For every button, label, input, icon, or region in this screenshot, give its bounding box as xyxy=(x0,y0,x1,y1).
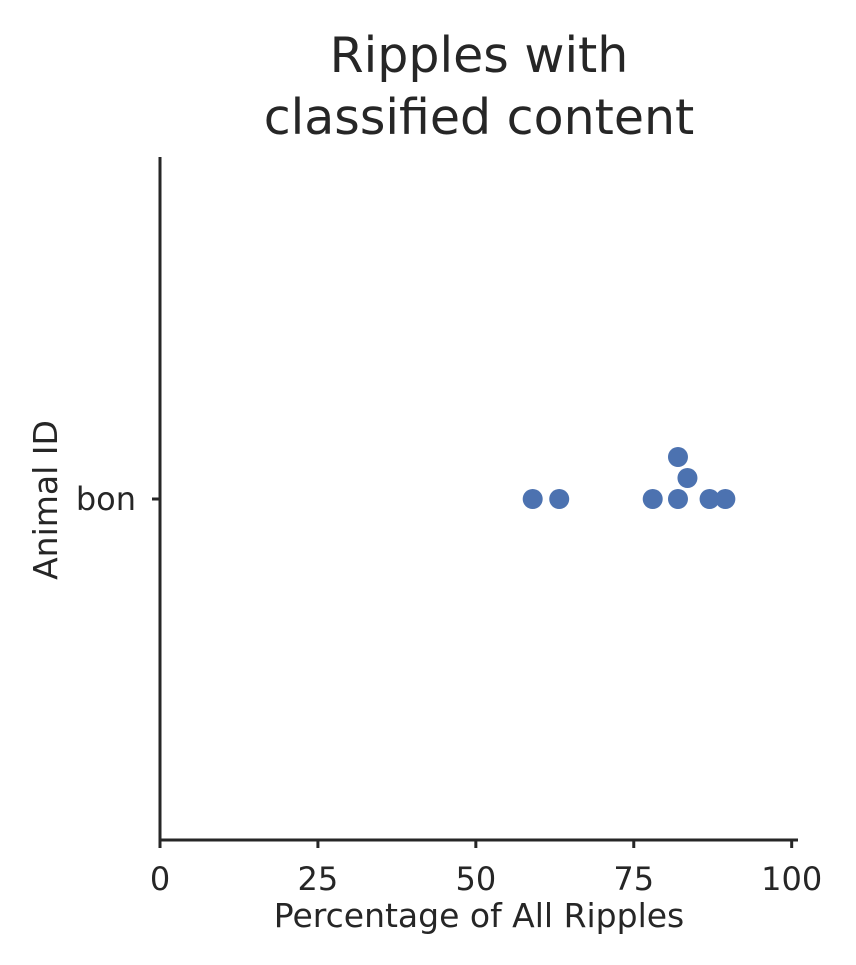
data-point xyxy=(642,489,663,509)
y-axis-label: Animal ID xyxy=(26,420,65,580)
data-point xyxy=(522,489,543,509)
x-tick-label: 50 xyxy=(455,860,496,898)
data-point xyxy=(549,489,570,509)
data-point xyxy=(699,489,720,509)
y-tick-label: bon xyxy=(76,480,136,518)
data-point xyxy=(667,489,688,509)
chart-title-line-2: classified content xyxy=(264,89,695,146)
x-tick-label: 100 xyxy=(761,860,822,898)
x-axis-label: Percentage of All Ripples xyxy=(274,896,685,935)
data-point xyxy=(677,468,698,488)
plot-area: 0 25 50 75 100 bon xyxy=(76,157,822,898)
x-tick-label: 75 xyxy=(613,860,654,898)
chart-title-line-1: Ripples with xyxy=(330,27,629,84)
data-point xyxy=(667,447,688,467)
data-point xyxy=(715,489,736,509)
x-tick-label: 0 xyxy=(150,860,170,898)
data-points xyxy=(522,447,736,509)
y-axis-ticks: bon xyxy=(76,480,160,518)
x-tick-label: 25 xyxy=(298,860,339,898)
x-axis-ticks: 0 25 50 75 100 xyxy=(150,840,822,898)
